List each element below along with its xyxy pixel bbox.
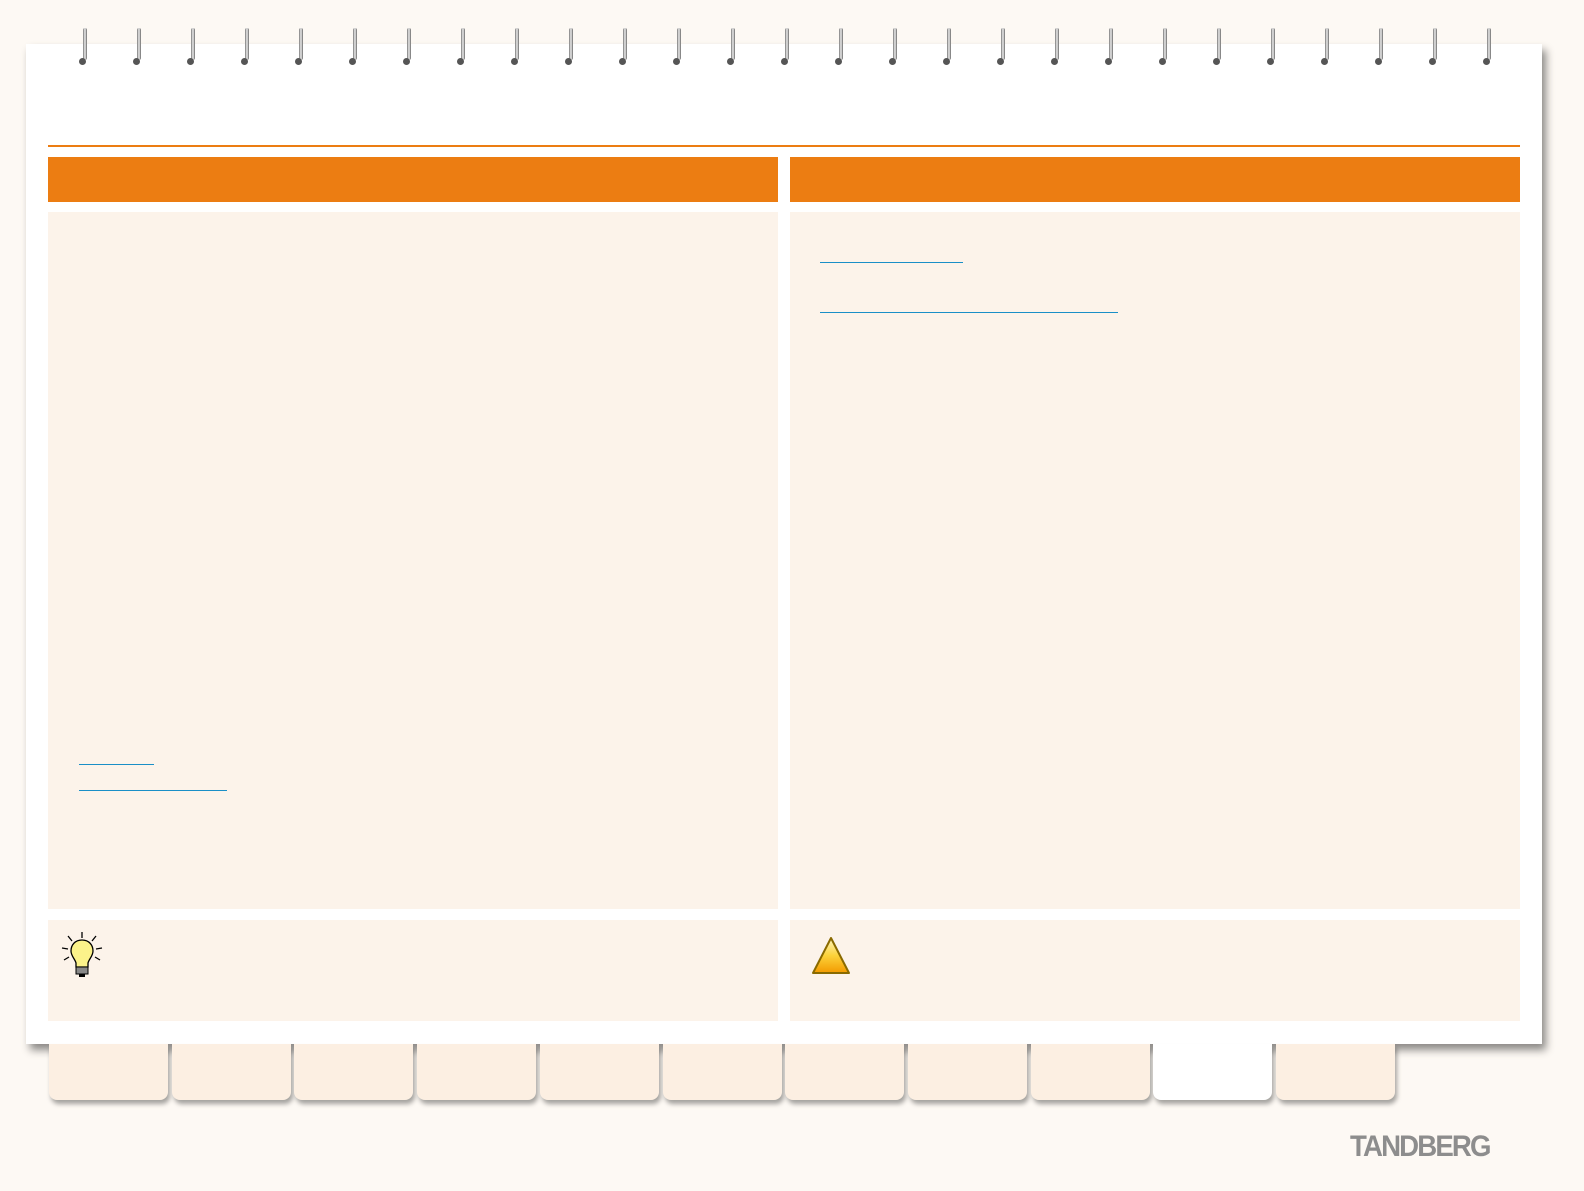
spiral-ring (1375, 28, 1384, 66)
header-rule (48, 145, 1520, 147)
spiral-ring (673, 28, 682, 66)
left-content-panel (48, 212, 778, 909)
spiral-ring (403, 28, 412, 66)
lightbulb-icon (61, 932, 103, 977)
spiral-ring (457, 28, 466, 66)
spiral-ring (1429, 28, 1438, 66)
left-section-header (48, 157, 778, 202)
link[interactable] (79, 764, 154, 765)
spiral-ring (781, 28, 790, 66)
spiral-ring (241, 28, 250, 66)
spiral-ring (1267, 28, 1276, 66)
spiral-ring (349, 28, 358, 66)
section-tab[interactable] (49, 1044, 168, 1100)
section-tab[interactable] (1276, 1044, 1395, 1100)
spiral-ring (835, 28, 844, 66)
spiral-ring (1213, 28, 1222, 66)
spiral-ring (1483, 28, 1492, 66)
section-tab[interactable] (785, 1044, 905, 1100)
link[interactable] (820, 262, 963, 263)
spiral-ring (565, 28, 574, 66)
section-tab[interactable] (1153, 1044, 1273, 1100)
link[interactable] (820, 312, 1118, 313)
spiral-ring (295, 28, 304, 66)
spiral-ring (511, 28, 520, 66)
spiral-ring (1321, 28, 1330, 66)
spiral-ring (943, 28, 952, 66)
section-tab[interactable] (1030, 1044, 1150, 1100)
section-tab[interactable] (171, 1044, 291, 1100)
warning-panel (790, 920, 1520, 1021)
spiral-ring (727, 28, 736, 66)
spiral-ring (889, 28, 898, 66)
section-tab[interactable] (662, 1044, 782, 1100)
spiral-ring (997, 28, 1006, 66)
spiral-ring (133, 28, 142, 66)
right-content-panel (790, 212, 1520, 909)
warning-triangle-icon (812, 937, 850, 974)
section-tab[interactable] (417, 1044, 537, 1100)
spiral-ring (619, 28, 628, 66)
spiral-ring (79, 28, 88, 66)
spiral-ring (187, 28, 196, 66)
spiral-ring (1051, 28, 1060, 66)
spiral-ring (1159, 28, 1168, 66)
section-tab[interactable] (294, 1044, 414, 1100)
section-tab[interactable] (539, 1044, 659, 1100)
section-tab[interactable] (907, 1044, 1027, 1100)
right-section-header (790, 157, 1520, 202)
spiral-ring (1105, 28, 1114, 66)
tandberg-logo: TANDBERG (1350, 1130, 1491, 1163)
tip-panel (48, 920, 778, 1021)
link[interactable] (79, 790, 227, 791)
